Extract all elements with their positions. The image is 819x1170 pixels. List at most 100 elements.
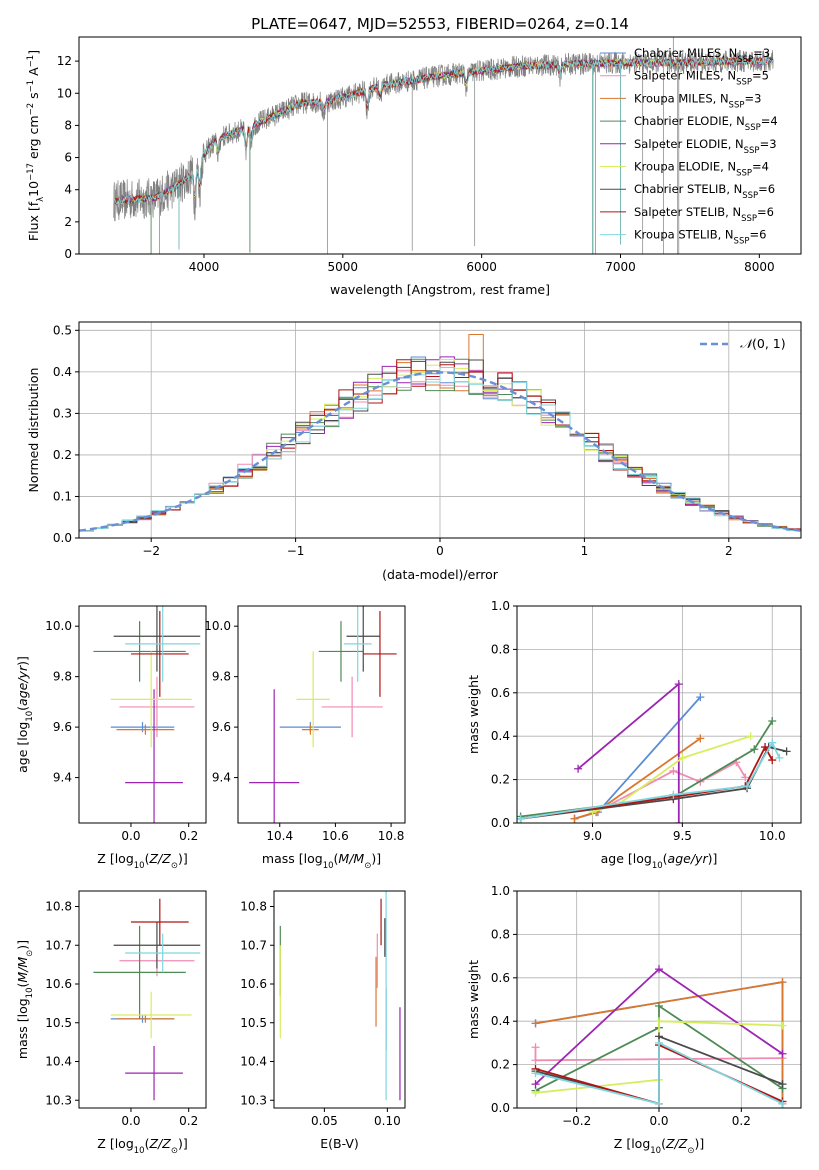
axes: 10.4 10.6 10.8 9.4 9.6 9.8 10.0 <box>204 605 406 843</box>
weight-marker <box>531 1056 540 1065</box>
y-tick-label: 10.8 <box>240 900 267 914</box>
x-axis-label: Z [log10(Z/Z⊙)] <box>614 1136 704 1156</box>
x-tick-label: 10.6 <box>322 829 349 843</box>
x-axis-label: wavelength [Angstrom, rest frame] <box>330 282 550 297</box>
weight-marker <box>655 1017 663 1026</box>
x-tick-label: 0 <box>436 544 444 558</box>
axes: 0.05 0.10 10.3 10.4 10.5 10.6 10.7 10.8 <box>240 890 406 1128</box>
weight-marker <box>778 1021 787 1030</box>
y-tick-label: 10.8 <box>45 900 72 914</box>
x-axis-label: Z [log10(Z/Z⊙)] <box>97 1136 187 1156</box>
panel-weight_vs_age: 9.0 9.5 10.0 0.0 0.2 0.4 0.6 0.8 1.0 age [log10(a… <box>466 599 802 871</box>
axes-frame <box>78 605 207 824</box>
axes: 0.0 0.2 9.4 9.6 9.8 10.0 <box>45 605 207 843</box>
panel-age_vs_mass: 10.4 10.6 10.8 9.4 9.6 9.8 10.0 mass [log10(M/M… <box>204 605 406 871</box>
y-tick-label: 1.0 <box>491 884 510 898</box>
y-tick-label: 10.3 <box>45 1093 72 1107</box>
x-tick-label: 0.10 <box>374 1114 401 1128</box>
y-tick-label: 10.5 <box>45 1016 72 1030</box>
x-tick-label: 0.0 <box>121 829 140 843</box>
y-tick-label: 0.2 <box>53 448 72 462</box>
y-tick-label: 10.4 <box>240 1055 267 1069</box>
axes: 4000 5000 6000 7000 8000 0 2 4 6 8 10 12 <box>57 36 802 274</box>
x-tick-label: 0.2 <box>732 1114 751 1128</box>
weight-marker <box>778 978 787 987</box>
figure-title: PLATE=0647, MJD=52553, FIBERID=0264, z=0… <box>251 15 629 33</box>
x-tick-label: 10.0 <box>759 829 786 843</box>
axes: −0.2 0.0 0.2 0.0 0.2 0.4 0.6 0.8 1.0 <box>491 884 802 1128</box>
y-tick-label: 0.8 <box>491 642 510 656</box>
y-tick-label: 9.6 <box>53 720 72 734</box>
y-tick-label: 0.6 <box>491 686 510 700</box>
y-tick-label: 0.4 <box>491 1014 510 1028</box>
y-tick-label: 12 <box>57 54 72 68</box>
weight-marker <box>768 756 777 765</box>
axes-frame <box>273 890 406 1109</box>
weight-marker <box>655 1099 663 1108</box>
y-tick-label: 10.0 <box>45 619 72 633</box>
panel-weight_vs_Z: −0.2 0.0 0.2 0.0 0.2 0.4 0.6 0.8 1.0 Z [log10(Z/Z… <box>466 884 802 1156</box>
model-spectrum <box>113 56 774 254</box>
x-tick-label: 6000 <box>466 260 497 274</box>
weight-marker <box>655 965 663 974</box>
weight-marker <box>678 753 687 762</box>
y-tick-label: 0.6 <box>491 971 510 985</box>
observed-spectrum <box>113 37 774 254</box>
axes: −2 −1 0 1 2 0.0 0.1 0.2 0.3 0.4 0.5 <box>53 321 802 558</box>
weight-marker <box>746 732 755 741</box>
y-tick-label: 0.4 <box>53 365 72 379</box>
x-tick-label: 0.0 <box>649 1114 668 1128</box>
legend-label: Kroupa STELIB, NSSP=6 <box>634 228 766 247</box>
y-tick-label: 0.0 <box>491 1101 510 1115</box>
weight-marker <box>531 1069 540 1078</box>
y-tick-label: 9.8 <box>53 670 72 684</box>
y-tick-label: 0.2 <box>491 1058 510 1072</box>
weight-marker <box>531 1043 540 1052</box>
legend-label: Chabrier ELODIE, NSSP=4 <box>634 114 778 133</box>
x-axis-label: Z [log10(Z/Z⊙)] <box>97 851 187 871</box>
y-axis-label: mass weight <box>466 675 481 754</box>
x-tick-label: 10.4 <box>266 829 293 843</box>
weight-marker <box>669 790 678 799</box>
weight-marker <box>674 680 683 689</box>
model-spectrum <box>113 56 774 254</box>
axes-frame <box>78 36 802 255</box>
legend-label: Chabrier MILES, NSSP=3 <box>634 46 770 65</box>
y-tick-label: 0.0 <box>491 816 510 830</box>
x-tick-label: −0.2 <box>562 1114 591 1128</box>
x-axis-label: E(B-V) <box>320 1136 359 1151</box>
weight-marker <box>778 1049 787 1058</box>
y-tick-label: 10.4 <box>45 1055 72 1069</box>
model-spectrum <box>113 57 773 254</box>
plot-area <box>531 965 787 1108</box>
weight-marker <box>775 753 784 762</box>
y-tick-label: 8 <box>64 118 72 132</box>
y-tick-label: 0.2 <box>491 773 510 787</box>
legend: 𝒩(0, 1) <box>700 336 786 351</box>
plot-area <box>249 606 397 823</box>
plot-area <box>517 680 791 823</box>
weight-marker <box>655 1038 663 1047</box>
y-tick-label: 10.3 <box>240 1093 267 1107</box>
y-tick-label: 10.6 <box>45 977 72 991</box>
y-tick-label: 2 <box>64 215 72 229</box>
panel-mass_vs_Z: 0.0 0.2 10.3 10.4 10.5 10.6 10.7 10.8 Z [log10(Z… <box>15 890 207 1156</box>
y-axis-label: Normed distribution <box>26 368 41 493</box>
axes-frame <box>78 890 207 1109</box>
legend-label: Salpeter STELIB, NSSP=6 <box>634 205 774 224</box>
x-tick-label: −1 <box>287 544 305 558</box>
y-tick-label: 6 <box>64 151 72 165</box>
x-tick-label: 10.8 <box>378 829 405 843</box>
x-tick-label: 5000 <box>328 260 359 274</box>
legend-label: Kroupa MILES, NSSP=3 <box>634 91 761 110</box>
weight-marker <box>696 693 705 702</box>
y-axis-label: Flux [fλ10−17 erg cm−2 s−1 A−1] <box>26 50 46 241</box>
axes: 9.0 9.5 10.0 0.0 0.2 0.4 0.6 0.8 1.0 <box>491 599 802 843</box>
weight-marker <box>531 1088 540 1097</box>
legend-label: Chabrier STELIB, NSSP=6 <box>634 182 775 201</box>
x-tick-label: 0.0 <box>121 1114 140 1128</box>
normal-curve <box>79 371 801 532</box>
panel-mass_vs_ebv: 0.05 0.10 10.3 10.4 10.5 10.6 10.7 10.8 E(B-V) <box>240 890 406 1151</box>
weight-marker <box>750 745 759 754</box>
